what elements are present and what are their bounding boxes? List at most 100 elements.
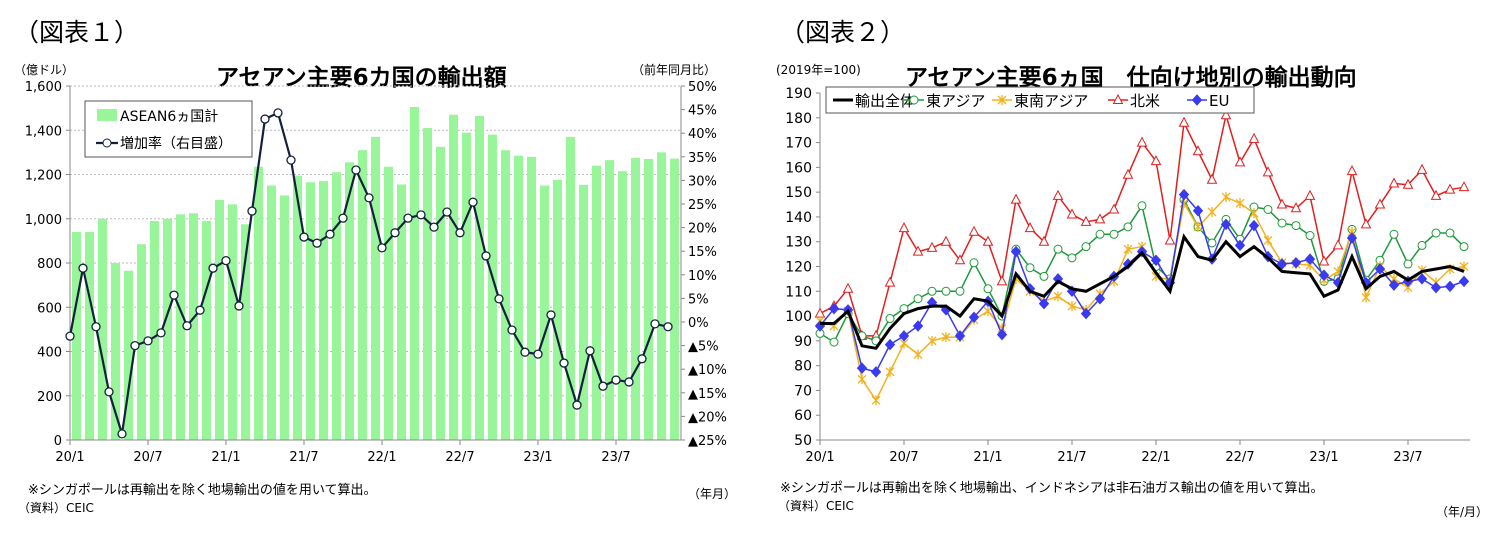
growth-rate-point — [182, 321, 192, 331]
growth-rate-point — [273, 108, 283, 118]
series-point-2 — [927, 335, 937, 346]
series-point-3 — [1332, 239, 1344, 250]
series-point-3 — [954, 254, 966, 265]
series-point-1 — [1277, 218, 1287, 228]
series-point-3 — [1206, 173, 1218, 184]
chart-source-2: （資料）CEIC — [778, 499, 854, 513]
bar — [553, 179, 562, 440]
series-point-3 — [1360, 218, 1372, 229]
y2-tick-label: 25% — [688, 198, 717, 213]
series-point-4 — [1038, 297, 1050, 310]
series-point-4 — [1374, 263, 1386, 275]
y2-tick-label: 15% — [688, 245, 717, 260]
series-point-4 — [1178, 188, 1190, 201]
bar — [241, 224, 250, 440]
growth-rate-point — [624, 377, 634, 387]
series-point-3 — [1080, 215, 1092, 226]
series-point-2 — [1263, 235, 1273, 246]
series-point-4 — [968, 311, 980, 324]
growth-rate-point — [247, 206, 257, 216]
growth-rate-point — [117, 429, 127, 439]
figure-label-1: （図表１） — [14, 18, 140, 47]
growth-rate-point — [507, 325, 517, 335]
bar — [293, 175, 302, 440]
y-tick-label: 180 — [785, 111, 812, 127]
growth-rate-point — [533, 349, 543, 359]
y2-tick-label: 30% — [688, 174, 717, 189]
series-point-1 — [1305, 231, 1315, 241]
y2-tick-label: ▲10% — [688, 363, 727, 378]
bar — [215, 199, 224, 440]
series-point-2 — [913, 349, 923, 360]
bar — [72, 232, 81, 440]
series-point-3 — [1374, 198, 1386, 209]
x-axis-label-2: （年/月） — [1436, 505, 1489, 519]
series-point-2 — [1361, 292, 1371, 303]
y2-tick-label: ▲20% — [688, 410, 727, 425]
series-point-3 — [1164, 234, 1176, 245]
series-point-3 — [940, 235, 952, 246]
legend-label-4: EU — [1209, 92, 1229, 110]
growth-rate-point — [91, 322, 101, 332]
growth-rate-point — [468, 197, 478, 207]
bar — [605, 160, 614, 440]
growth-rate-point — [559, 358, 569, 368]
series-point-2 — [885, 366, 895, 377]
growth-rate-point — [286, 155, 296, 165]
legend-marker-4 — [1191, 94, 1203, 106]
growth-rate-point — [637, 354, 647, 364]
growth-rate-point — [169, 290, 179, 300]
series-point-2 — [941, 332, 951, 343]
bar — [85, 232, 94, 440]
y-tick-label: 60 — [794, 408, 812, 424]
growth-rate-line — [68, 111, 669, 435]
series-point-1 — [1207, 238, 1217, 248]
series-point-4 — [1276, 258, 1288, 270]
growth-rate-point — [455, 228, 465, 238]
y2-tick-label: 50% — [688, 80, 717, 95]
series-point-4 — [1416, 273, 1428, 285]
series-point-3 — [898, 222, 910, 233]
series-point-2 — [1067, 301, 1077, 312]
series-point-3 — [814, 307, 826, 318]
growth-rate-point — [390, 228, 400, 238]
y2-tick-label: ▲25% — [688, 434, 727, 449]
series-point-1 — [1123, 222, 1133, 232]
bar — [488, 134, 497, 441]
y-tick-label: 170 — [785, 136, 812, 152]
x-axis-label-1: （年月） — [688, 487, 737, 501]
bar — [618, 171, 627, 440]
growth-rate-point — [260, 114, 270, 124]
series-point-3 — [1248, 132, 1260, 143]
growth-rate-point — [78, 263, 88, 273]
y2-tick-label: 40% — [688, 127, 717, 142]
y-tick-label: 130 — [785, 235, 812, 251]
growth-rate-point — [494, 294, 504, 304]
growth-rate-point — [364, 193, 374, 203]
y2-tick-label: 5% — [688, 292, 709, 307]
series-point-1 — [969, 258, 979, 268]
series-point-2 — [1193, 221, 1203, 232]
bar — [163, 218, 172, 440]
growth-rate-point — [481, 251, 491, 261]
legend-label-line: 増加率（右目盛） — [120, 135, 232, 152]
legend-label-0: 輸出全体 — [855, 92, 915, 110]
chart-note-2: ※シンガポールは再輸出を除く地場輸出、インドネシアは非石油ガス輸出の値を用いて算… — [780, 481, 1324, 496]
series-point-1 — [829, 337, 839, 347]
bar — [462, 132, 471, 440]
y-tick-label: 70 — [794, 383, 812, 399]
series-line-0 — [820, 233, 1465, 350]
series-point-1 — [941, 286, 951, 296]
growth-rate-point — [663, 322, 673, 332]
series-point-3 — [1150, 155, 1162, 166]
series-point-3 — [1220, 109, 1232, 120]
bar — [124, 270, 133, 440]
bar — [540, 185, 549, 440]
series-point-3 — [1458, 181, 1470, 192]
series-point-4 — [1150, 254, 1162, 267]
series-point-2 — [1249, 208, 1259, 219]
growth-rate-point — [312, 238, 322, 248]
series-point-1 — [885, 314, 895, 324]
y2-tick-label: 20% — [688, 222, 717, 237]
